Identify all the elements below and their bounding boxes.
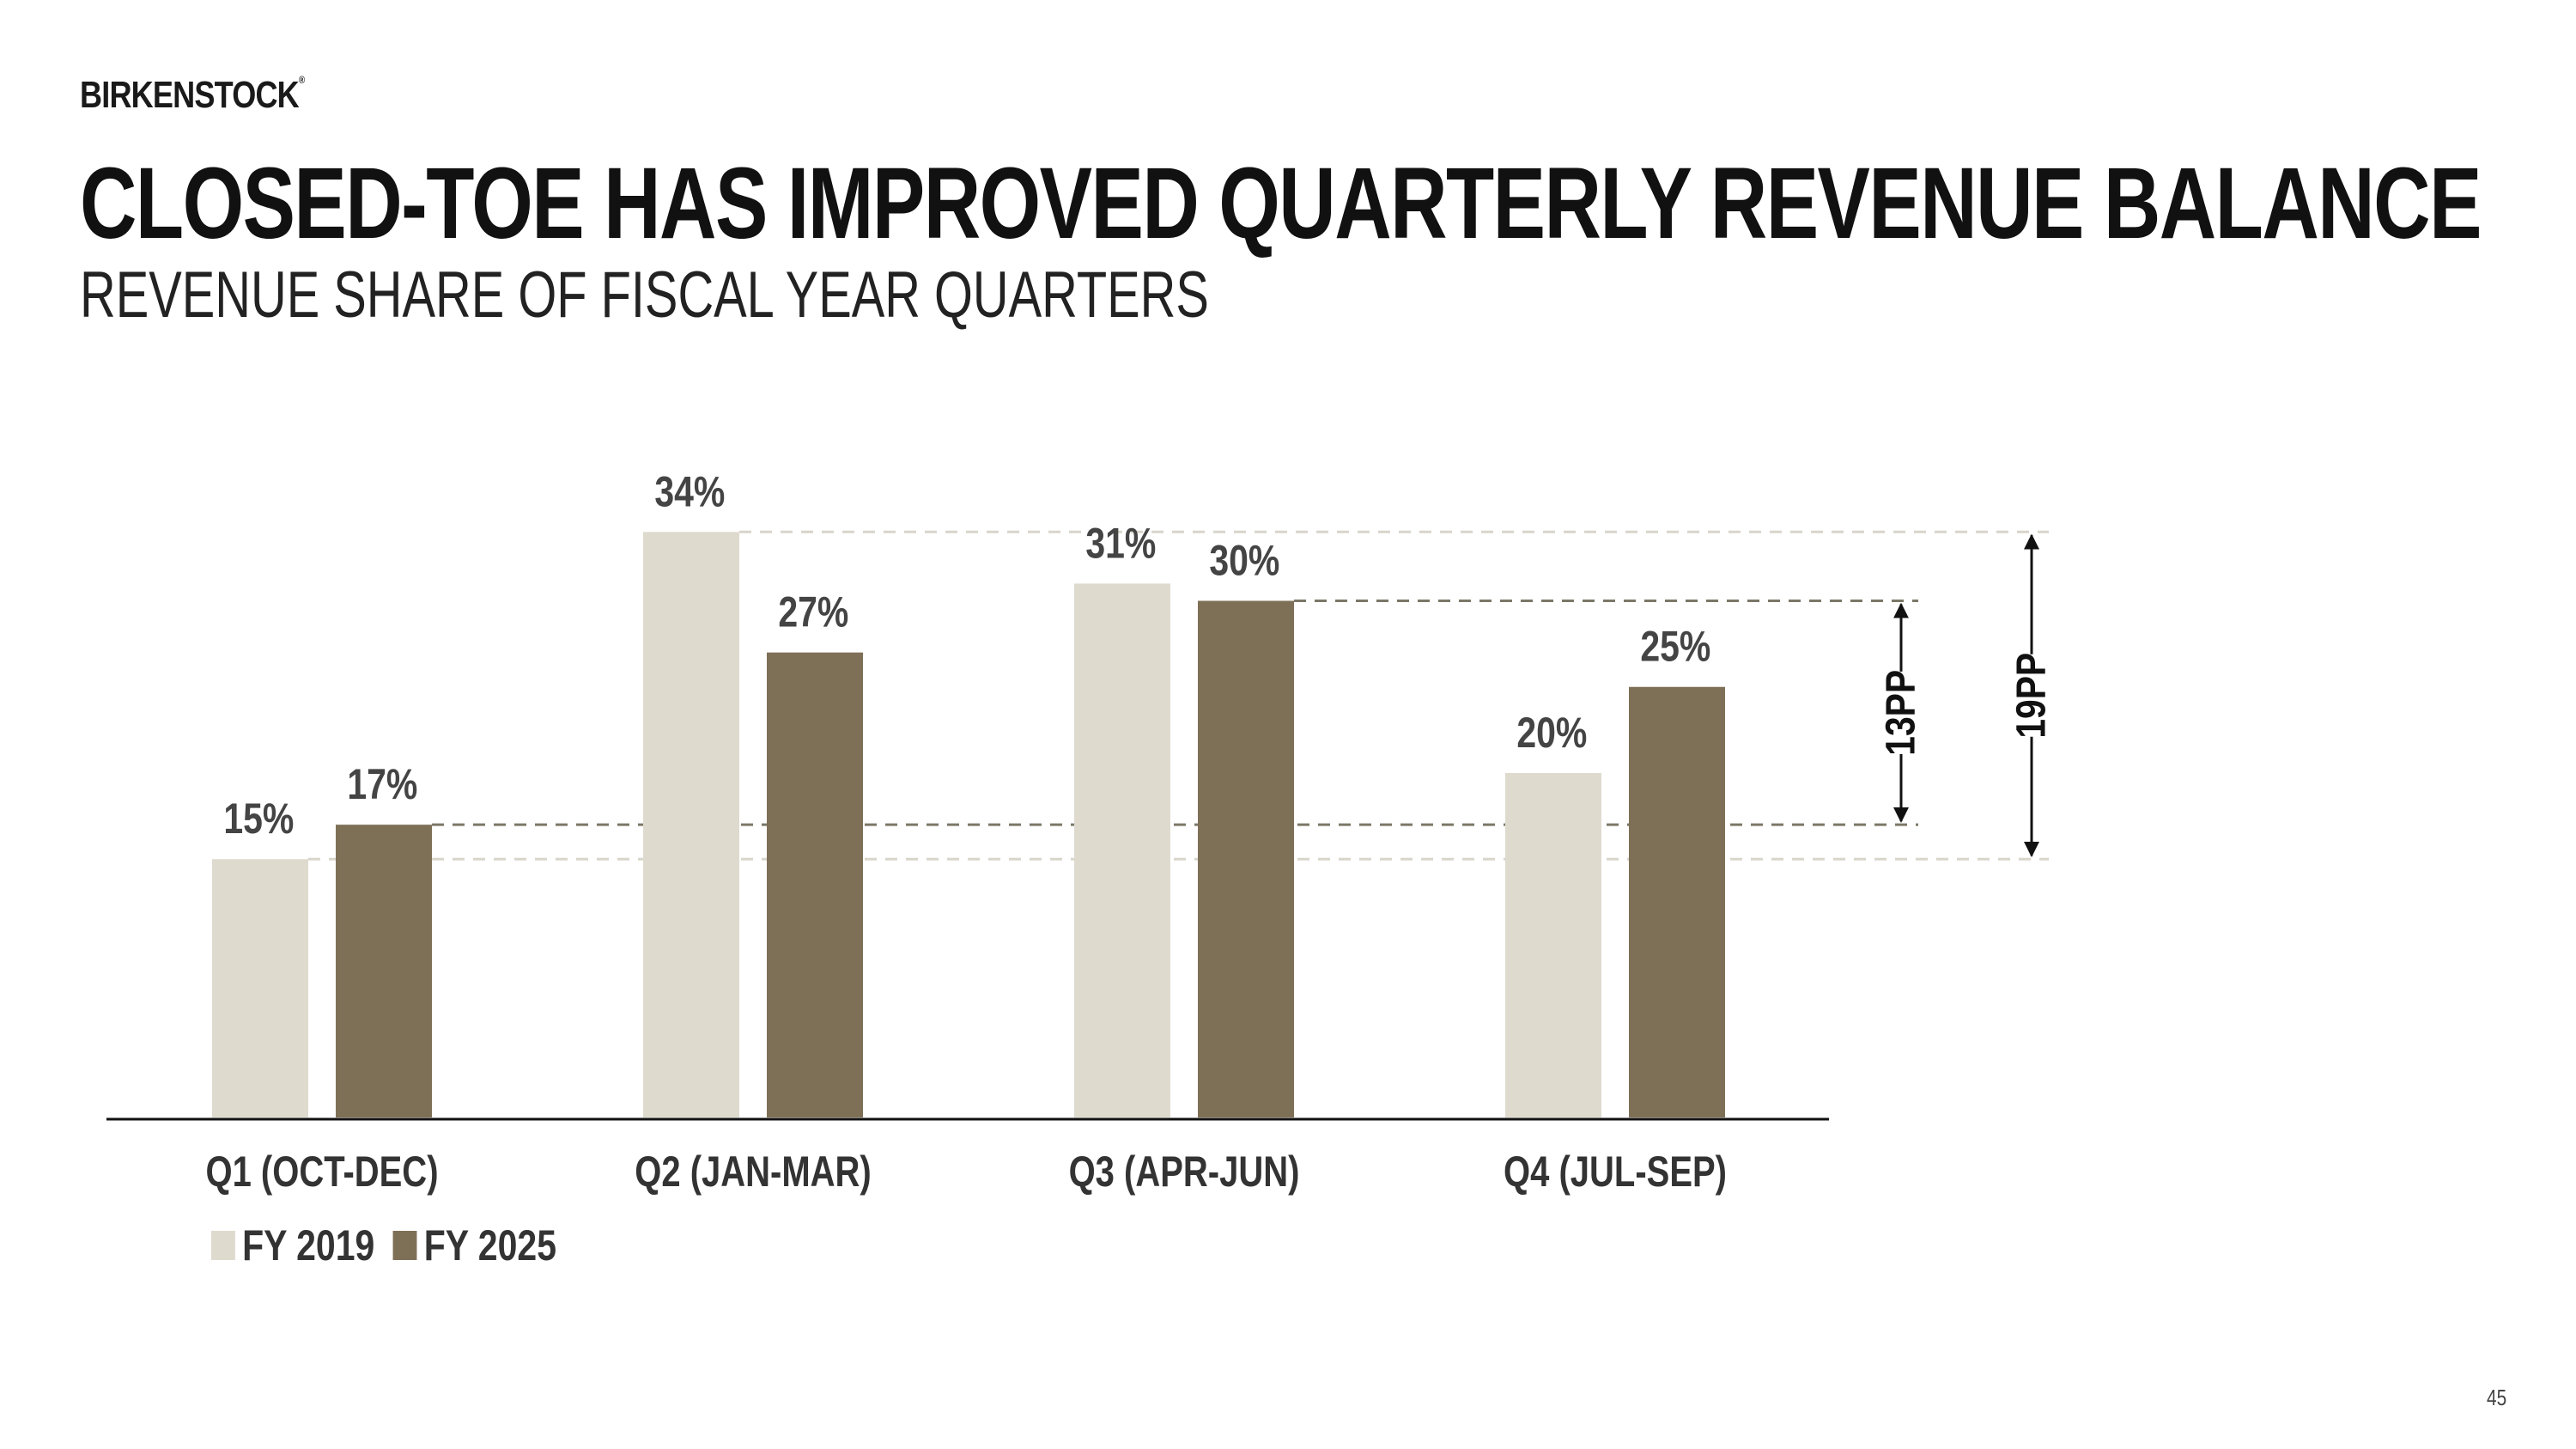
bar-fy2025-q4 xyxy=(1629,686,1725,1117)
legend-label-fy2025: FY 2025 xyxy=(423,1221,557,1269)
bar-fy2025-q1 xyxy=(336,825,432,1117)
bar-fy2019-q3 xyxy=(1074,583,1170,1117)
page-subtitle: REVENUE SHARE OF FISCAL YEAR QUARTERS xyxy=(80,259,1209,332)
category-label-q4: Q4 (JUL-SEP) xyxy=(1504,1148,1727,1196)
category-label-q1: Q1 (OCT-DEC) xyxy=(205,1148,438,1196)
brand-registered-mark: ® xyxy=(298,74,305,86)
legend-label-fy2019: FY 2019 xyxy=(242,1221,375,1269)
bar-fy2019-q1 xyxy=(212,859,308,1117)
bar-fy2025-q3 xyxy=(1198,600,1294,1117)
page-title: CLOSED-TOE HAS IMPROVED QUARTERLY REVENU… xyxy=(80,147,2482,260)
page-number: 45 xyxy=(2487,1385,2507,1410)
bar-fy2025-q2 xyxy=(767,652,863,1117)
bar-fy2019-q2 xyxy=(643,532,739,1117)
value-label-fy2019-q2: 34% xyxy=(654,467,725,515)
reference-lines xyxy=(308,530,2049,861)
value-label-fy2025-q3: 30% xyxy=(1209,537,1279,585)
value-label-fy2025-q1: 17% xyxy=(347,760,417,808)
value-labels: 15% 34% 31% 20% 17% 27% 30% 25% xyxy=(223,467,1710,843)
brand-logo: BIRKENSTOCK® xyxy=(80,74,305,117)
category-labels: Q1 (OCT-DEC) Q2 (JAN-MAR) Q3 (APR-JUN) Q4 (… xyxy=(205,1148,1727,1196)
annotation-label-13pp: 13PP xyxy=(1879,670,1924,756)
category-label-q2: Q2 (JAN-MAR) xyxy=(635,1148,871,1196)
value-label-fy2019-q1: 15% xyxy=(223,795,294,843)
legend-swatch-fy2025 xyxy=(392,1231,417,1260)
legend-item-fy2025: FY 2025 xyxy=(392,1221,557,1270)
bar-fy2019-q4 xyxy=(1505,773,1601,1117)
value-label-fy2019-q4: 20% xyxy=(1516,709,1587,757)
brand-name: BIRKENSTOCK xyxy=(80,74,300,116)
legend: FY 2019 FY 2025 xyxy=(211,1221,574,1270)
annotation-label-19pp: 19PP xyxy=(2009,653,2055,739)
bars xyxy=(212,532,1725,1117)
value-label-fy2019-q3: 31% xyxy=(1085,520,1156,568)
category-label-q3: Q3 (APR-JUN) xyxy=(1069,1148,1300,1196)
annotations: 13PP 19PP xyxy=(1879,533,2055,858)
legend-swatch-fy2019 xyxy=(211,1231,235,1260)
value-label-fy2025-q2: 27% xyxy=(778,588,848,636)
value-label-fy2025-q4: 25% xyxy=(1640,623,1710,671)
legend-item-fy2019: FY 2019 xyxy=(211,1221,374,1270)
